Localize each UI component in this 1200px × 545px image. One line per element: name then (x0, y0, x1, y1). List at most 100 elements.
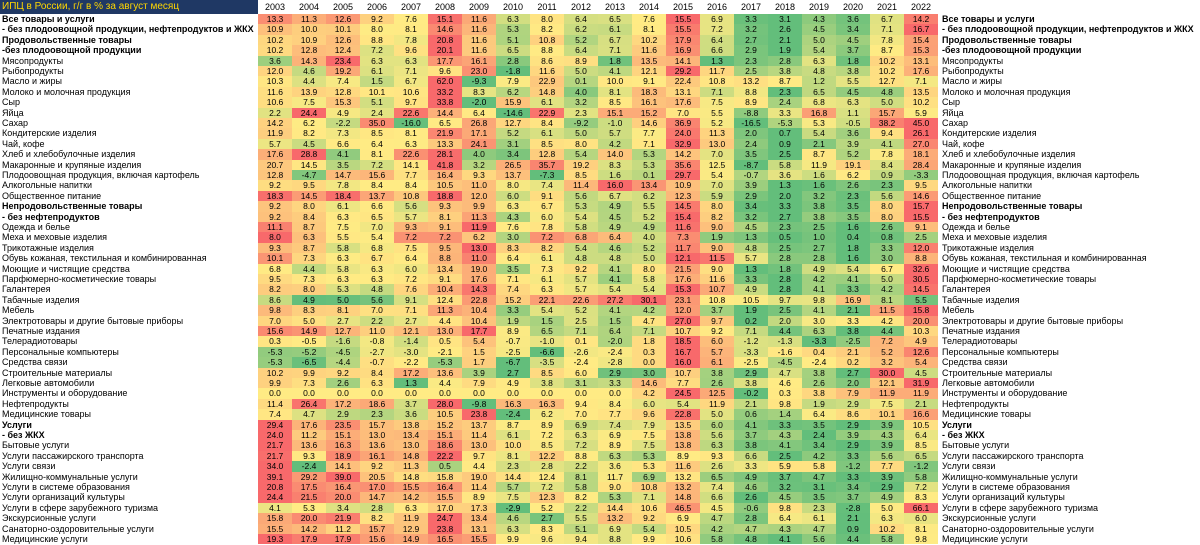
heatmap-cell: 6.6 (700, 45, 734, 56)
heatmap-cell: 10.8 (700, 76, 734, 87)
heatmap-cell: 7.0 (666, 107, 700, 118)
heatmap-cell: 6.4 (768, 513, 802, 524)
heatmap-cell: 7.8 (326, 180, 360, 191)
heatmap-cell: 5.8 (564, 482, 598, 493)
row-label: Бытовые услуги (2, 440, 70, 451)
heatmap-cell: 6.5 (496, 45, 530, 56)
heatmap-cell: 1.8 (598, 55, 632, 66)
row-label: Макаронные и крупяные изделия (2, 159, 142, 170)
heatmap-cell: -2.0 (598, 336, 632, 347)
heatmap-cell: -3.0 (394, 346, 428, 358)
heatmap-cell: 4.8 (802, 66, 836, 77)
heatmap-cell: 7.4 (496, 284, 530, 295)
heatmap-cell: 15.3 (666, 284, 700, 295)
heatmap-cell: 2.1 (734, 398, 768, 410)
heatmap-cell: 27.0 (666, 315, 700, 326)
heatmap-cell: 22.9 (530, 107, 564, 118)
heatmap-cell: 24.1 (462, 138, 496, 150)
heatmap-cell: 14.5 (904, 284, 938, 295)
heatmap-cell: 10.7 (666, 326, 700, 337)
heatmap-cell: 14.4 (496, 471, 530, 482)
heatmap-cell: 2.7 (768, 211, 802, 222)
heatmap-cell: 8.2 (360, 513, 394, 524)
heatmap-cell: 8.5 (530, 367, 564, 378)
heatmap-cell: 12.3 (666, 190, 700, 202)
heatmap-cell: 4.5 (734, 222, 768, 233)
heatmap-cell: 6.0 (632, 398, 666, 410)
heatmap-cell: 13.2 (666, 471, 700, 482)
heatmap-cell: 11.4 (462, 482, 496, 493)
heatmap-cell: -2.6 (564, 346, 598, 358)
heatmap-cell: -2.0 (462, 97, 496, 108)
heatmap-cell: 6.4 (700, 34, 734, 46)
heatmap-cell: -6.7 (496, 357, 530, 368)
heatmap-cell: 4.8 (360, 284, 394, 295)
heatmap-cell: 10.2 (632, 34, 666, 46)
heatmap-cell: 5.4 (462, 336, 496, 347)
heatmap-cell: 15.3 (326, 97, 360, 108)
heatmap-cell: 8.6 (258, 294, 292, 306)
row-label: Продовольственные товары (2, 34, 132, 45)
row-label: Услуги в системе образования (2, 482, 130, 492)
heatmap-cell: -9.3 (462, 76, 496, 87)
heatmap-cell: 3.4 (326, 502, 360, 514)
year-header-2016: 2016 (706, 2, 728, 12)
heatmap-cell: 9.2 (632, 513, 666, 524)
heatmap-cell: 15.2 (632, 107, 666, 118)
heatmap-cell: 5.3 (632, 149, 666, 160)
heatmap-cell: 5.3 (598, 492, 632, 503)
row-label-right: Сыр (942, 97, 960, 108)
heatmap-cell: 2.5 (768, 149, 802, 160)
heatmap-cell: 8.0 (258, 232, 292, 243)
year-header-2006: 2006 (366, 2, 388, 12)
heatmap-cell: 7.8 (394, 34, 428, 46)
heatmap-cell: 14.1 (326, 461, 360, 472)
row-label-right: Персональные компьютеры (942, 346, 1059, 357)
heatmap-cell: 9.0 (700, 222, 734, 233)
heatmap-cell: 2.5 (768, 242, 802, 254)
heatmap-cell: -6.6 (530, 346, 564, 358)
row-label: Непродовольственные товары (2, 201, 143, 212)
heatmap-cell: 0.8 (870, 232, 904, 243)
row-label-right: Обувь кожаная, текстильная и комбинирова… (942, 253, 1147, 264)
heatmap-cell: -5.2 (292, 346, 326, 358)
heatmap-cell: 14.9 (292, 326, 326, 337)
year-header-2020: 2020 (842, 2, 864, 12)
heatmap-cell: 4.1 (836, 274, 870, 285)
heatmap-cell: 21.5 (666, 263, 700, 274)
heatmap-cell: 5.1 (496, 34, 530, 46)
heatmap-cell: 5.0 (802, 34, 836, 46)
heatmap-cell: -4.5 (768, 357, 802, 368)
heatmap-cell: 6.7 (360, 253, 394, 264)
heatmap-cell: 6.7 (598, 190, 632, 202)
heatmap-cell: 9.4 (870, 128, 904, 139)
heatmap-cell: 35.7 (530, 159, 564, 170)
heatmap-cell: 8.2 (292, 128, 326, 139)
heatmap-cell: 3.2 (462, 159, 496, 170)
heatmap-cell: 4.1 (802, 284, 836, 295)
heatmap-cell: 2.3 (870, 180, 904, 191)
heatmap-cell: 29.2 (666, 66, 700, 77)
heatmap-cell: 3.9 (870, 440, 904, 451)
heatmap-cell: 8.9 (564, 55, 598, 66)
heatmap-cell: 1.5 (530, 315, 564, 326)
row-label-right: Медицинские товары (942, 409, 1031, 420)
heatmap-cell: 6.7 (870, 14, 904, 25)
heatmap-cell: 7.0 (700, 149, 734, 160)
year-header-2022: 2022 (910, 2, 932, 12)
heatmap-cell: 11.3 (462, 211, 496, 222)
heatmap-cell: 0.0 (258, 388, 292, 399)
heatmap-cell: -16.5 (734, 118, 768, 129)
heatmap-cell: 7.1 (700, 86, 734, 98)
heatmap-cell: 2.6 (802, 378, 836, 389)
heatmap-cell: 5.9 (904, 107, 938, 118)
heatmap-cell: 2.6 (768, 24, 802, 35)
heatmap-cell: 2.3 (768, 86, 802, 98)
heatmap-cell: 8.0 (292, 284, 326, 295)
heatmap-cell: 6.2 (530, 409, 564, 420)
heatmap-cell: 2.9 (836, 398, 870, 410)
heatmap-cell: 8.0 (360, 24, 394, 35)
heatmap-cell: 3.3 (734, 14, 768, 25)
heatmap-cell: 7.3 (292, 378, 326, 389)
heatmap-cell: 6.5 (700, 471, 734, 482)
